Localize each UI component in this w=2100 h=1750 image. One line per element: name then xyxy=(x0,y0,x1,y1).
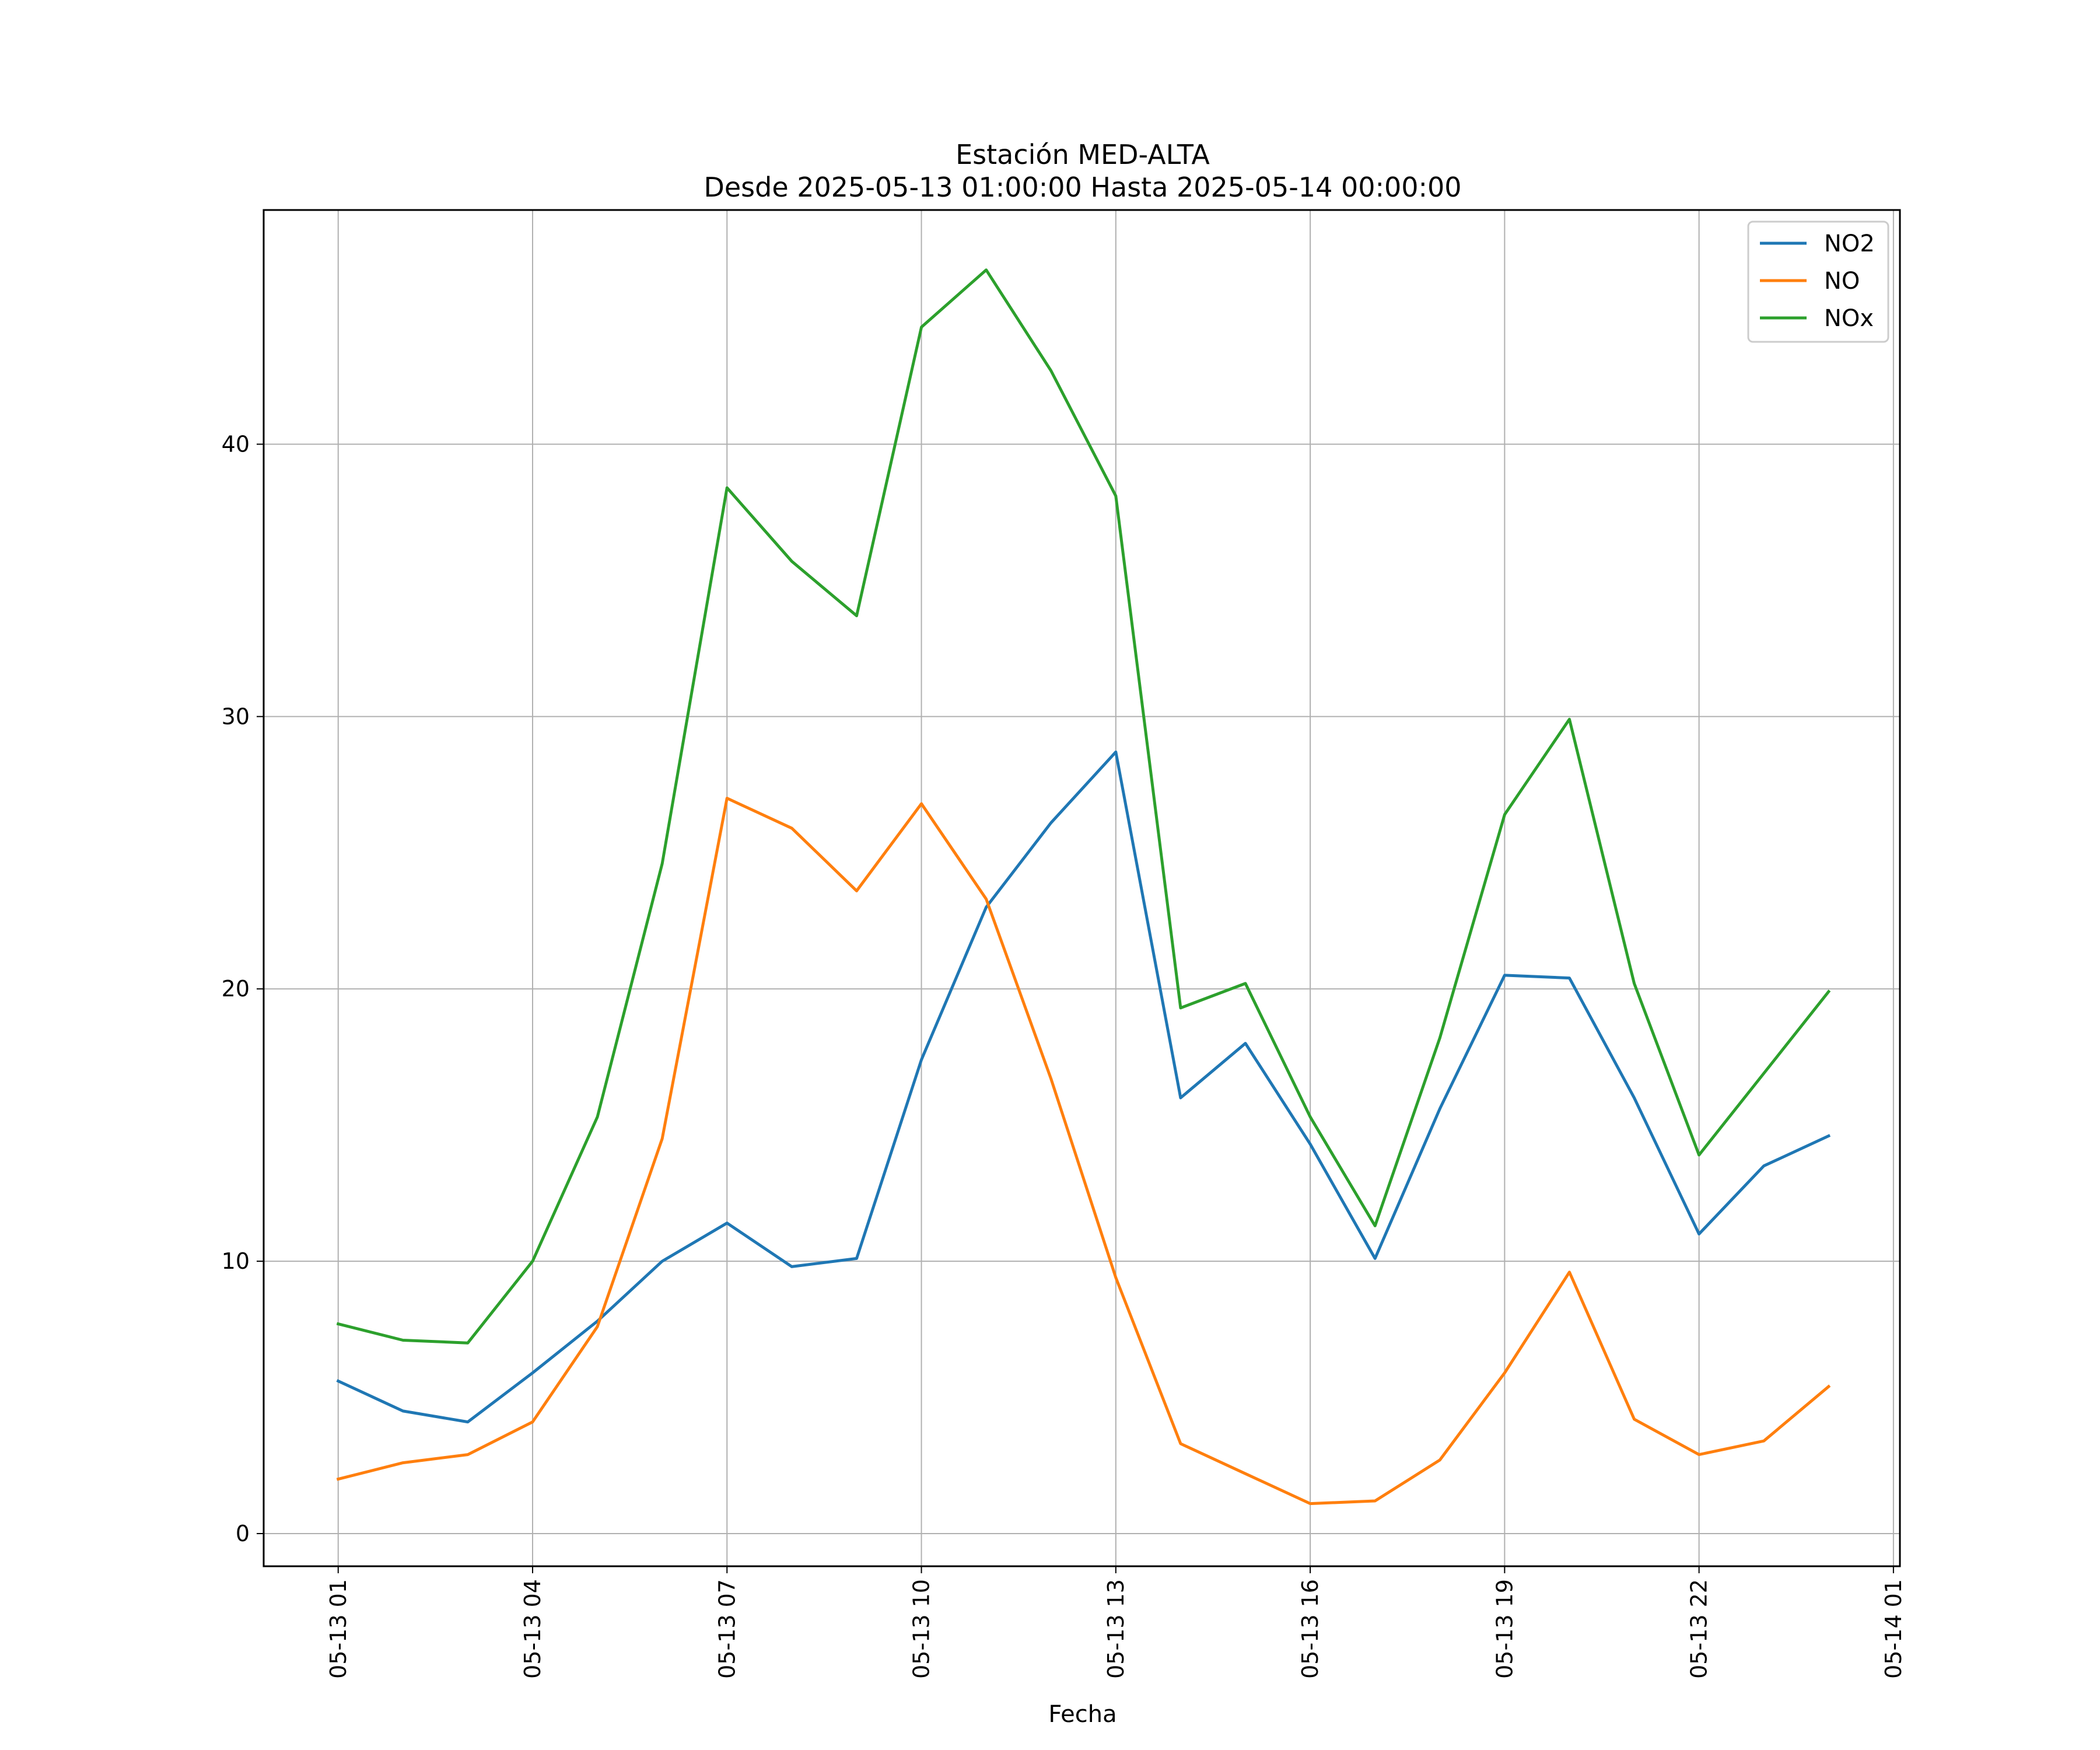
x-tick-label: 05-14 01 xyxy=(1881,1579,1906,1679)
chart-subtitle: Desde 2025-05-13 01:00:00 Hasta 2025-05-… xyxy=(704,172,1461,203)
plot-frame xyxy=(262,209,1901,1567)
chart-title: Estación MED-ALTA xyxy=(956,139,1210,170)
legend-label-no2: NO2 xyxy=(1824,230,1875,257)
x-tick-label: 05-13 13 xyxy=(1103,1579,1129,1679)
series-lines xyxy=(336,268,1831,1506)
series-line-no xyxy=(336,796,1831,1506)
series-line-no2 xyxy=(336,750,1831,1424)
y-tick-label: 40 xyxy=(222,432,250,457)
x-axis: 05-13 01 05-13 04 05-13 07 05-13 10 05-13 13… xyxy=(326,1566,1906,1679)
x-tick-label: 05-13 22 xyxy=(1686,1579,1712,1679)
legend-frame xyxy=(1747,220,1889,343)
x-tick-label: 05-13 01 xyxy=(326,1579,351,1679)
x-tick-label: 05-13 07 xyxy=(714,1579,740,1679)
x-tick-label: 05-13 19 xyxy=(1492,1579,1517,1679)
x-tick-label: 05-13 10 xyxy=(909,1579,935,1679)
x-tick-label: 05-13 04 xyxy=(520,1579,545,1679)
y-tick-label: 0 xyxy=(236,1521,250,1546)
y-axis: 0 10 20 30 40 xyxy=(222,432,264,1546)
grid xyxy=(264,210,1900,1566)
y-tick-label: 20 xyxy=(222,976,250,1002)
x-tick-label: 05-13 16 xyxy=(1297,1579,1323,1679)
legend: NO2 NO NOx xyxy=(1747,220,1889,343)
y-tick-label: 30 xyxy=(222,704,250,729)
y-tick-label: 10 xyxy=(222,1248,250,1274)
legend-label-nox: NOx xyxy=(1824,305,1874,332)
legend-label-no: NO xyxy=(1824,268,1860,295)
x-axis-label: Fecha xyxy=(1048,1701,1116,1728)
series-line-nox xyxy=(336,268,1831,1345)
